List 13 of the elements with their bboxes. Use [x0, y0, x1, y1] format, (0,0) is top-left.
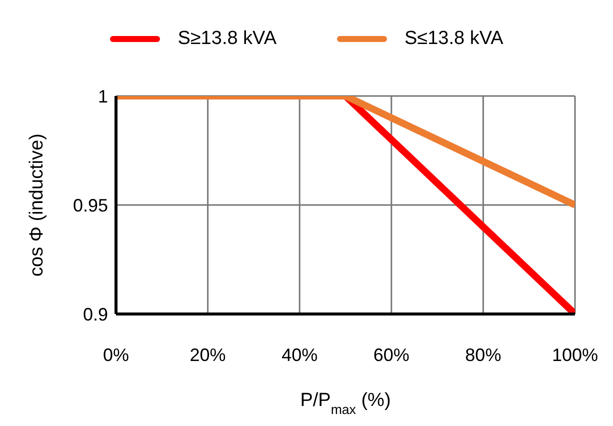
- x-tick-label: 80%: [465, 344, 502, 365]
- legend-label: S≥13.8 kVA: [178, 28, 276, 50]
- y-tick-label: 1: [98, 86, 108, 106]
- x-tick-label: 0%: [102, 344, 130, 365]
- x-tick-label: 20%: [190, 344, 226, 365]
- x-axis-title: P/P$_{max}$ (%): [300, 390, 391, 416]
- y-tick-label: 0.95: [72, 195, 108, 216]
- x-tick-label: 100%: [552, 344, 598, 365]
- x-tick-label: 40%: [282, 344, 318, 365]
- x-tick-label: 60%: [373, 344, 410, 365]
- y-tick-label: 0.9: [82, 304, 108, 324]
- legend-label: S≤13.8 kVA: [404, 28, 504, 50]
- y-axis-title: cos Φ (inductive): [26, 134, 48, 276]
